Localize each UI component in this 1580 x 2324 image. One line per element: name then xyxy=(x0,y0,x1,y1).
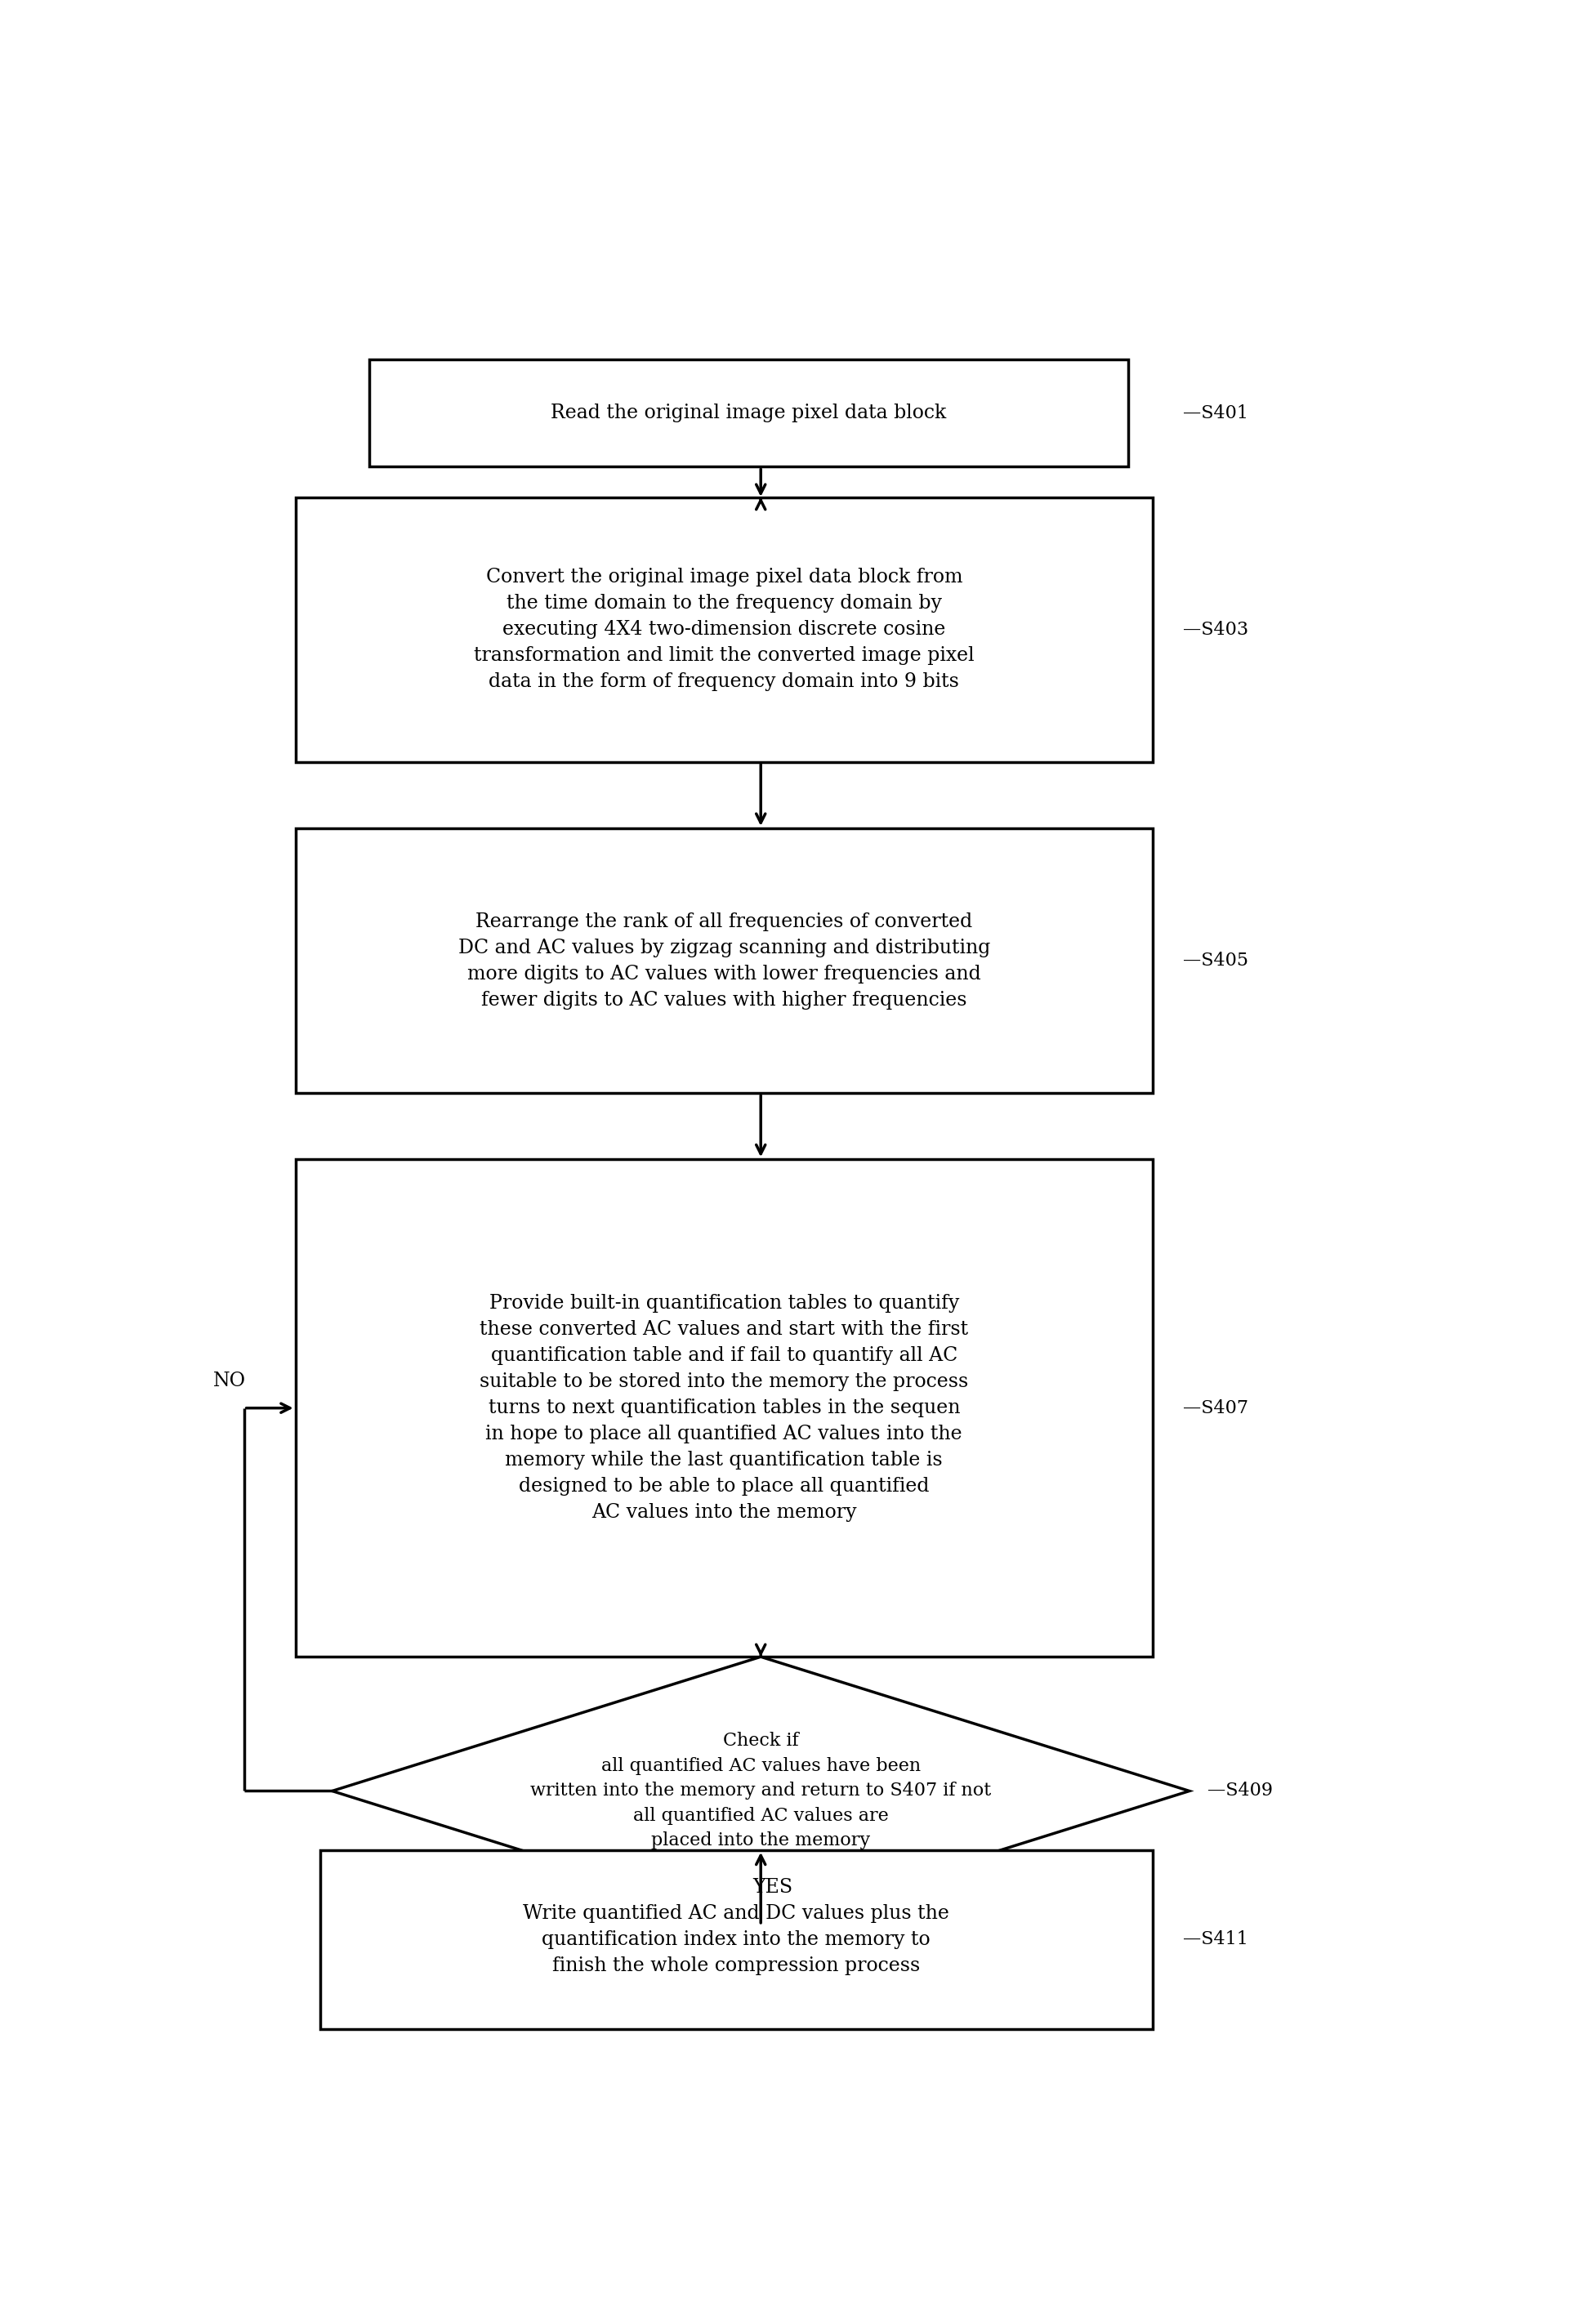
Text: —S401: —S401 xyxy=(1183,404,1248,423)
Text: Check if
all quantified AC values have been
written into the memory and return t: Check if all quantified AC values have b… xyxy=(531,1731,991,1850)
Text: —S411: —S411 xyxy=(1183,1931,1248,1948)
Text: Write quantified AC and DC values plus the
quantification index into the memory : Write quantified AC and DC values plus t… xyxy=(523,1903,950,1975)
Text: Read the original image pixel data block: Read the original image pixel data block xyxy=(551,404,946,423)
Text: YES: YES xyxy=(754,1878,793,1896)
Bar xyxy=(295,1160,1153,1657)
Text: —S407: —S407 xyxy=(1183,1399,1248,1418)
Text: —S405: —S405 xyxy=(1183,953,1248,969)
Text: Convert the original image pixel data block from
the time domain to the frequenc: Convert the original image pixel data bl… xyxy=(474,567,975,690)
Text: —S403: —S403 xyxy=(1183,621,1248,639)
Bar xyxy=(295,827,1153,1092)
Bar xyxy=(319,1850,1153,2029)
Text: Rearrange the rank of all frequencies of converted
DC and AC values by zigzag sc: Rearrange the rank of all frequencies of… xyxy=(458,911,991,1009)
Text: NO: NO xyxy=(213,1371,246,1390)
Bar xyxy=(370,360,1128,467)
Text: —S409: —S409 xyxy=(1207,1783,1273,1801)
Bar xyxy=(295,497,1153,762)
Polygon shape xyxy=(332,1657,1190,1924)
Text: Provide built-in quantification tables to quantify
these converted AC values and: Provide built-in quantification tables t… xyxy=(480,1294,969,1522)
